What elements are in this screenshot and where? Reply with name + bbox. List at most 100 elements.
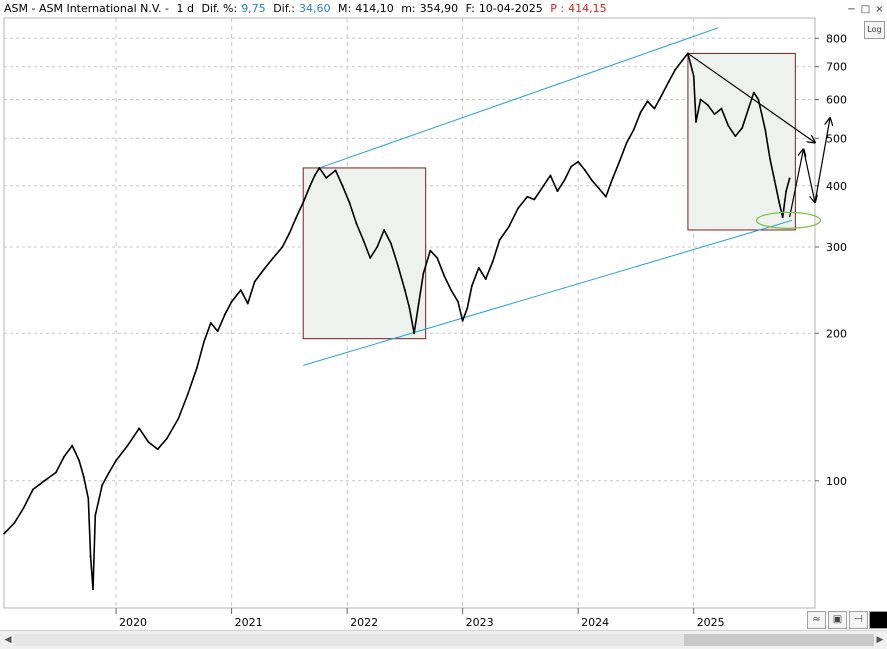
price-point: [461, 319, 464, 322]
price-point: [436, 257, 439, 259]
save-icon[interactable]: ▣: [828, 611, 847, 629]
restore-button[interactable]: □: [860, 4, 871, 15]
dif-value: 34,60: [299, 2, 331, 15]
price-point: [577, 160, 580, 163]
price-point: [362, 239, 365, 241]
x-tick-label: 2020: [119, 616, 147, 629]
price-point: [196, 366, 198, 369]
support-ellipse: [755, 211, 822, 230]
channel-upper-line: [319, 27, 719, 169]
y-tick-label: 100: [826, 475, 847, 488]
price-point: [246, 302, 249, 305]
price-point: [295, 216, 298, 219]
x-tick-label: 2024: [581, 616, 609, 629]
price-point: [302, 201, 305, 204]
price-point: [71, 444, 74, 447]
price-point: [313, 174, 316, 177]
max-value: 414,10: [355, 2, 394, 15]
price-point: [325, 177, 328, 179]
price-point: [706, 103, 709, 106]
price-point: [741, 127, 744, 129]
price-point: [397, 264, 399, 267]
pattern-box-2022: [302, 167, 427, 340]
minimize-button[interactable]: −: [847, 4, 856, 15]
max-label: M:: [338, 2, 352, 15]
price-point: [108, 471, 111, 474]
price-point: [752, 91, 755, 94]
price-point: [713, 113, 716, 116]
price-point: [526, 195, 529, 198]
price-point: [681, 59, 684, 62]
price-point: [230, 300, 233, 303]
price-point: [720, 107, 723, 110]
price-point: [632, 129, 635, 131]
price-point: [89, 555, 92, 558]
price-point: [517, 207, 519, 210]
price-point: [341, 184, 344, 187]
scroll-left-icon[interactable]: ◀: [4, 635, 12, 645]
price-point: [542, 184, 545, 187]
price-point: [598, 187, 600, 190]
scroll-track[interactable]: [14, 634, 874, 646]
price-point: [667, 81, 670, 84]
price-point: [115, 459, 117, 462]
price-point: [334, 169, 337, 172]
scroll-right-icon[interactable]: ▶: [876, 635, 884, 645]
y-tick-label: 400: [826, 180, 847, 193]
price-point: [383, 229, 385, 231]
price-point: [55, 471, 57, 474]
date-label: F:: [465, 2, 475, 15]
price-point: [3, 532, 5, 535]
price-point: [788, 177, 791, 180]
scroll-thumb[interactable]: [684, 634, 874, 646]
price-point: [457, 300, 459, 303]
price-point: [625, 141, 628, 144]
projection-segment: [802, 149, 815, 202]
price-point: [646, 100, 649, 103]
price-point: [660, 95, 663, 97]
y-tick-label: 200: [826, 327, 847, 340]
price-point: [101, 484, 104, 486]
price-point: [533, 198, 536, 201]
price-label: P :: [550, 2, 565, 15]
price-point: [773, 179, 776, 182]
price-chart[interactable]: 100 200 300 400 500 600 700 800 2020 2021 2022 2023…: [0, 0, 887, 630]
price-point: [570, 165, 573, 168]
price-point: [272, 257, 275, 259]
price-point: [288, 232, 291, 235]
projection-segment: [788, 149, 804, 218]
price-point: [429, 249, 432, 252]
price-point: [177, 417, 180, 420]
price-point: [318, 167, 321, 169]
price-point: [584, 169, 587, 172]
close-button[interactable]: ×: [875, 4, 884, 15]
price-point: [417, 302, 420, 305]
price-point: [549, 174, 552, 177]
price-point: [674, 68, 677, 71]
price-point: [94, 514, 97, 517]
log-scale-button[interactable]: Log: [864, 21, 885, 39]
price-point: [470, 284, 473, 287]
price-point: [22, 507, 25, 509]
color-swatch-icon[interactable]: [869, 611, 887, 629]
price-point: [450, 289, 452, 291]
price-point: [209, 321, 212, 324]
price-point: [727, 124, 730, 127]
price-point: [764, 129, 767, 131]
channel-lower-line: [303, 219, 793, 366]
resistance-line: [687, 52, 815, 142]
pin-icon[interactable]: ⊣: [849, 611, 868, 629]
price-point: [403, 289, 406, 291]
zigzag-tool-icon[interactable]: ≈: [807, 611, 826, 629]
price-point: [126, 444, 129, 447]
price-point: [390, 242, 392, 245]
price-point: [639, 111, 642, 114]
horizontal-scrollbar[interactable]: ◀ ▶: [0, 630, 887, 649]
price-point: [408, 307, 411, 310]
dif-pct-label: Dif. %:: [201, 2, 238, 15]
y-tick-label: 500: [826, 132, 847, 145]
price-point: [376, 246, 379, 248]
price-point: [422, 272, 425, 275]
symbol-title: ASM - ASM International N.V. -: [4, 2, 169, 15]
x-tick-label: 2022: [350, 616, 378, 629]
